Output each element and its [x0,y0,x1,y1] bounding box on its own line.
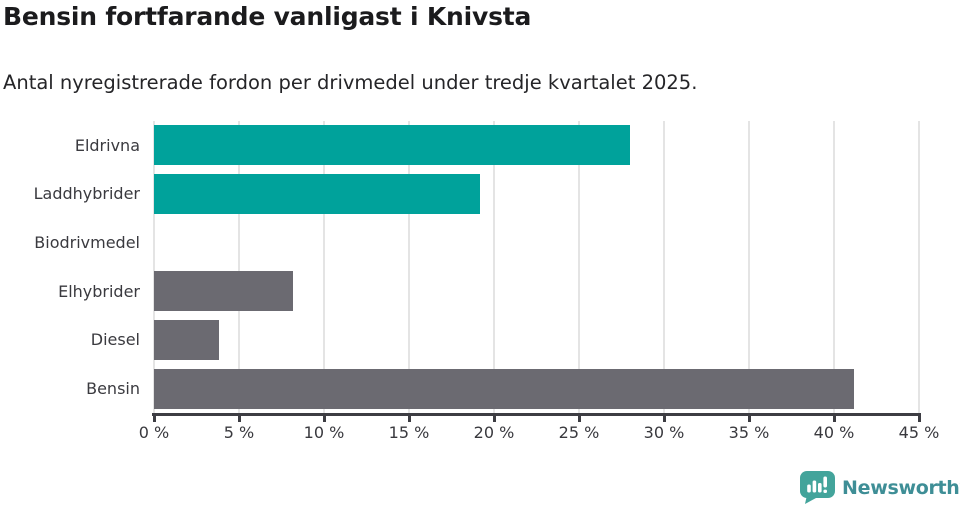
x-tick-25 [577,413,581,422]
gridline-35 [748,121,750,413]
gridline-0 [153,121,155,413]
x-tick-10 [322,413,326,422]
x-tick-label-5: 5 % [223,423,255,442]
page-subtitle: Antal nyregistrerade fordon per drivmede… [3,71,698,94]
newsworthy-wordmark: Newsworthy [842,476,960,499]
x-tick-label-0: 0 % [138,423,170,442]
gridline-25 [578,121,580,413]
x-tick-label-10: 10 % [303,423,345,442]
category-labels: Eldrivna Laddhybrider Biodrivmedel Elhybrid… [0,121,140,413]
category-label-diesel: Diesel [90,330,140,350]
x-tick-5 [237,413,241,422]
x-tick-15 [407,413,411,422]
x-tick-35 [747,413,751,422]
x-tick-label-45: 45 % [898,423,940,442]
gridline-30 [662,121,665,413]
bar-bensin [154,368,855,409]
x-tick-label-40: 40 % [813,423,855,442]
category-label-biodrivmedel: Biodrivmedel [34,233,140,253]
bar-diesel [154,320,219,360]
gridline-45 [918,121,920,413]
x-tick-label-30: 30 % [643,423,685,442]
gridline-40 [832,121,835,413]
category-label-eldrivna: Eldrivna [74,135,140,155]
gridline-20 [492,121,495,413]
page-title: Bensin fortfarande vanligast i Knivsta [3,2,532,31]
x-tick-label-15: 15 % [388,423,430,442]
plot-area [153,121,920,413]
bar-eldrivna [154,125,630,166]
x-tick-30 [662,413,666,422]
x-tick-40 [832,413,836,422]
x-tick-label-35: 35 % [728,423,770,442]
bar-elhybrider [154,271,294,312]
gridline-5 [237,121,240,413]
bar-laddhybrider [154,174,481,214]
gridline-15 [407,121,410,413]
x-tick-0 [152,413,156,422]
x-tick-20 [492,413,496,422]
x-tick-45 [917,413,921,422]
newsworthy-logo: Newsworthy [799,471,960,504]
category-label-elhybrider: Elhybrider [58,281,140,301]
x-tick-label-20: 20 % [473,423,515,442]
category-label-laddhybrider: Laddhybrider [33,184,140,204]
x-axis-line [152,413,921,416]
category-label-bensin: Bensin [86,379,140,399]
x-tick-label-25: 25 % [558,423,600,442]
gridline-10 [322,121,325,413]
newsworthy-icon [800,471,835,504]
